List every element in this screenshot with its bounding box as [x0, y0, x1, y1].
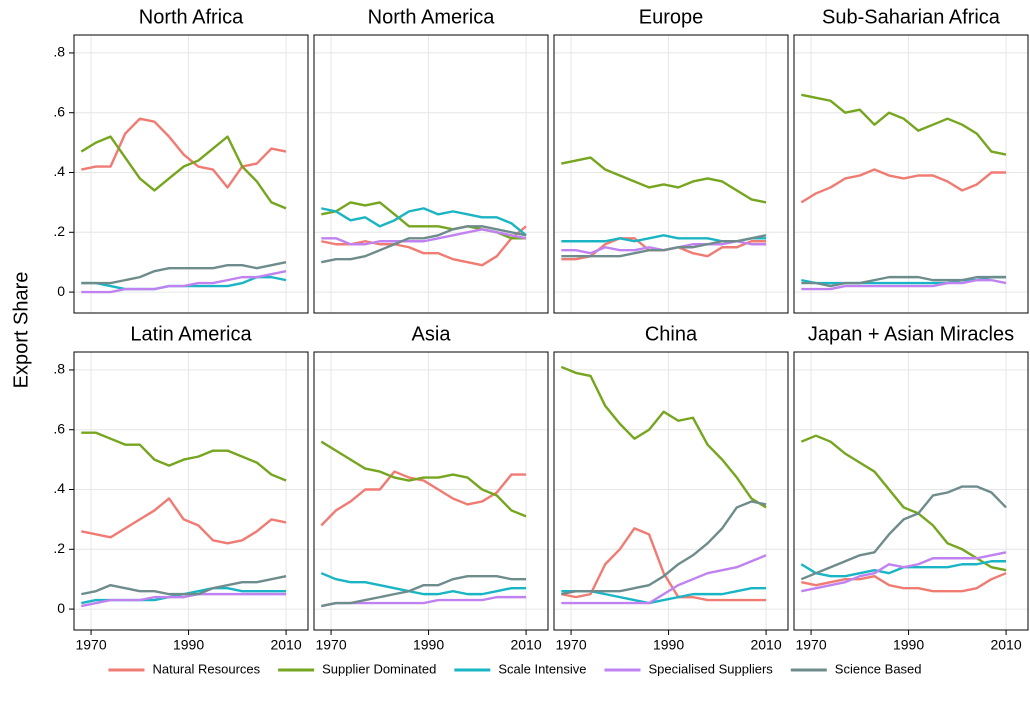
panel-title: Latin America [130, 323, 252, 345]
series-line [80, 135, 287, 210]
x-tick-label: 1970 [75, 637, 106, 653]
series-line [321, 225, 527, 264]
panel-frame [793, 34, 1029, 314]
series-line [320, 440, 527, 518]
panel-title: North Africa [139, 6, 244, 28]
y-tick-label: .4 [53, 163, 65, 179]
panel-title: China [645, 323, 698, 345]
legend: Natural Resources Supplier Dominated Scale… [108, 661, 922, 676]
series-line [800, 168, 1007, 204]
series-line [561, 234, 767, 258]
series-line [321, 574, 527, 608]
y-tick-label: .4 [53, 480, 65, 496]
series-line [560, 365, 767, 509]
legend-label: Natural Resources [152, 661, 260, 676]
series-line [81, 575, 287, 596]
panel-title: Asia [412, 323, 452, 345]
x-tick-label: 2010 [510, 637, 541, 653]
series-line [800, 485, 1007, 581]
x-tick-label: 2010 [270, 637, 301, 653]
series-line [320, 470, 527, 527]
x-tick-label: 1970 [555, 637, 586, 653]
x-tick-label: 1990 [413, 637, 444, 653]
panel-frame [73, 351, 309, 631]
series-line [81, 117, 287, 189]
x-tick-label: 2010 [990, 637, 1021, 653]
legend-label: Specialised Suppliers [648, 661, 773, 676]
x-tick-label: 2010 [750, 637, 781, 653]
y-tick-label: 0 [57, 283, 65, 299]
panel-title: Sub-Saharian Africa [822, 6, 1001, 28]
series-line [801, 278, 1007, 291]
series-line [320, 572, 527, 596]
x-tick-label: 1990 [893, 637, 924, 653]
y-tick-label: .8 [53, 361, 65, 377]
panel-frame [553, 351, 789, 631]
panel-frame [73, 34, 309, 314]
series-line [561, 500, 767, 596]
series-line [321, 228, 527, 246]
series-line [801, 93, 1007, 156]
panel-frame [553, 34, 789, 314]
series-line [561, 554, 767, 605]
series-line [321, 207, 527, 237]
x-tick-label: 1970 [315, 637, 346, 653]
x-tick-label: 1990 [173, 637, 204, 653]
panel-frame [793, 351, 1029, 631]
series-line [81, 431, 287, 482]
series-line [561, 527, 767, 602]
y-tick-label: .2 [53, 540, 65, 556]
y-tick-label: .6 [53, 420, 65, 436]
y-tick-label: 0 [57, 600, 65, 616]
series-line [81, 269, 287, 294]
y-tick-label: .8 [53, 44, 65, 60]
series-line [561, 156, 767, 204]
series-line [81, 497, 287, 545]
series-line [81, 261, 287, 285]
y-tick-label: .2 [53, 223, 65, 239]
series-line [801, 551, 1007, 593]
panel-title: North America [368, 6, 496, 28]
panel-title: Europe [639, 6, 704, 28]
series-line [81, 592, 287, 608]
series-line [800, 434, 1007, 572]
y-axis-label: Export Share [10, 272, 32, 389]
series-line [801, 572, 1007, 593]
series-line [801, 275, 1007, 288]
panel-frame [313, 34, 549, 314]
y-tick-label: .6 [53, 103, 65, 119]
x-tick-label: 1970 [795, 637, 826, 653]
panel-title: Japan + Asian Miracles [808, 323, 1014, 345]
legend-label: Science Based [835, 661, 922, 676]
panel-frame [313, 351, 549, 631]
legend-label: Scale Intensive [498, 661, 586, 676]
legend-label: Supplier Dominated [322, 661, 436, 676]
x-tick-label: 1990 [653, 637, 684, 653]
